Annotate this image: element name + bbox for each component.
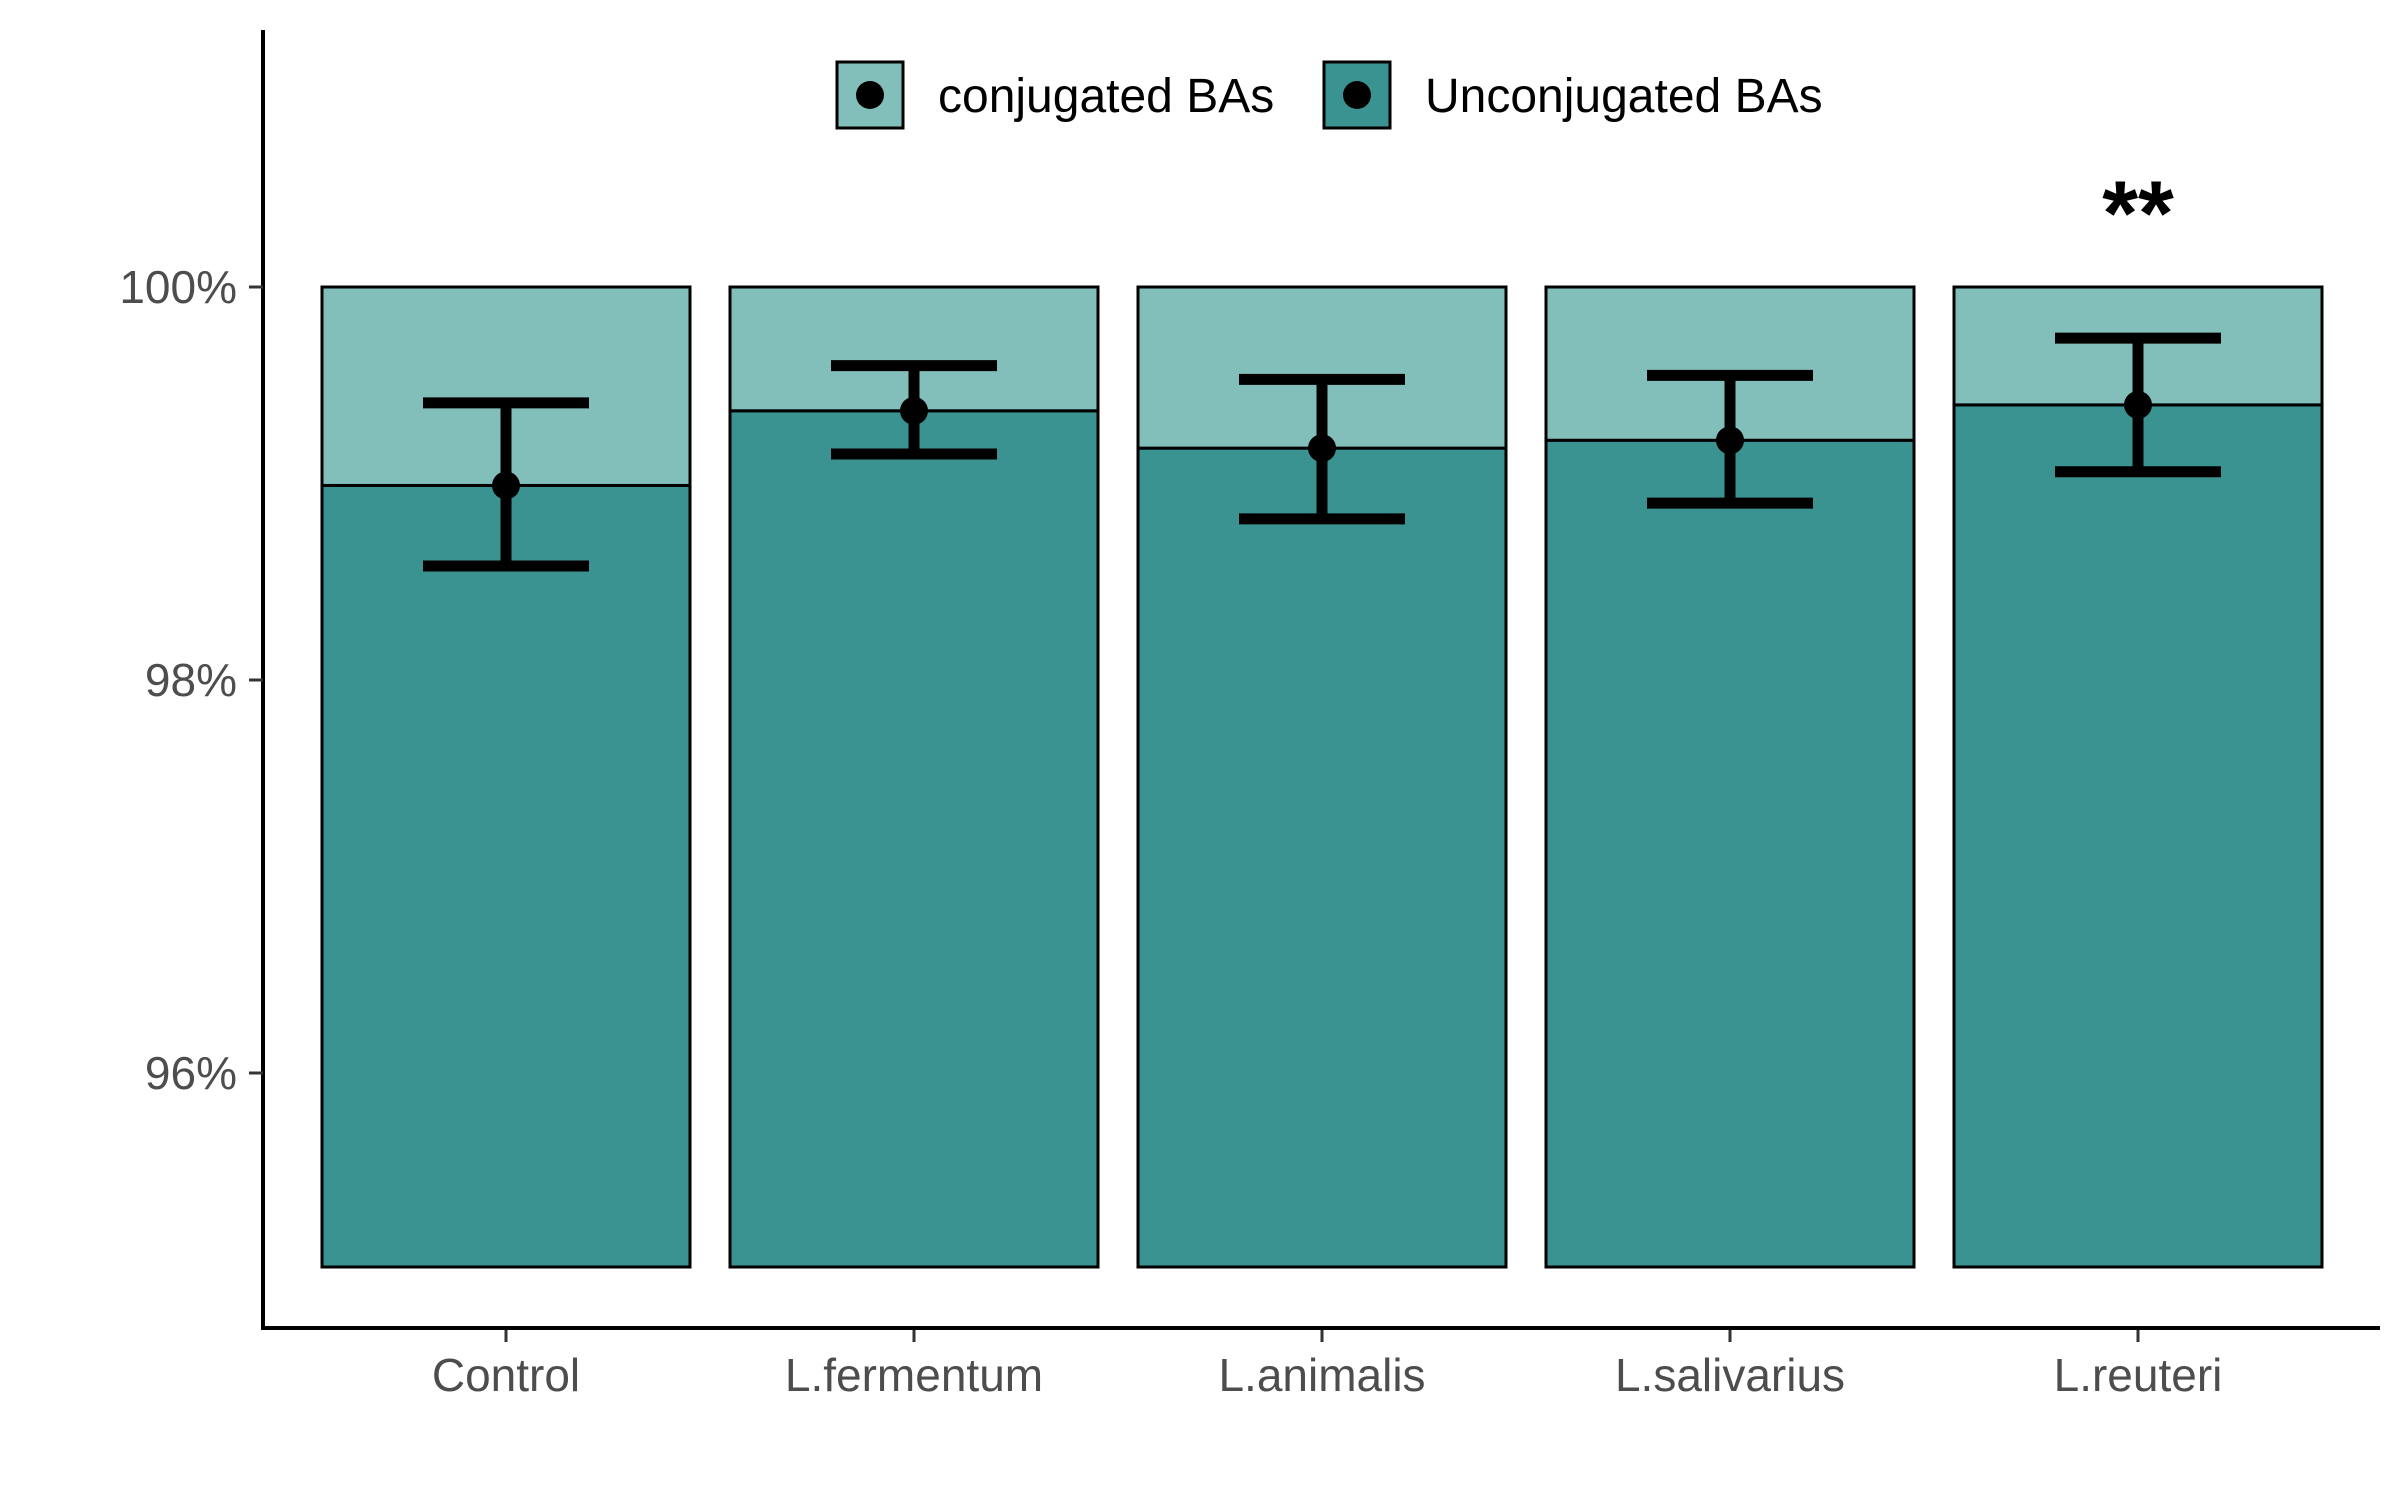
x-tick-label-0: Control: [432, 1349, 580, 1401]
errorbar-point-4: [2124, 390, 2152, 419]
bar-unconjugated-1: [728, 409, 1100, 1269]
annotations-layer: **: [2102, 163, 2174, 265]
significance-annotation-0: **: [2102, 163, 2174, 265]
error-bars-layer: [423, 332, 2221, 572]
bar-unconjugated-3: [1544, 438, 1916, 1269]
legend: conjugated BAs Unconjugated BAs: [835, 60, 1823, 130]
bars-layer: [320, 285, 2324, 1269]
y-tick-label-1: 98%: [145, 654, 237, 706]
y-tick-label-0: 96%: [145, 1047, 237, 1099]
legend-key-point-0: [1343, 81, 1371, 109]
y-tick-label-2: 100%: [119, 261, 237, 313]
x-tick-label-2: L.animalis: [1218, 1349, 1425, 1401]
errorbar-point-0: [492, 471, 520, 500]
errorbar-point-2: [1308, 434, 1336, 463]
errorbar-point-3: [1716, 426, 1744, 455]
legend-label-0: Unconjugated BAs: [1425, 70, 1823, 123]
x-tick-label-4: L.reuteri: [2054, 1349, 2223, 1401]
legend-key-point-1: [856, 81, 884, 109]
x-tick-label-1: L.fermentum: [785, 1349, 1043, 1401]
legend-label-1: conjugated BAs: [938, 70, 1274, 123]
bar-unconjugated-0: [320, 483, 692, 1269]
bar-unconjugated-2: [1136, 446, 1508, 1269]
errorbar-point-1: [900, 396, 928, 425]
bar-unconjugated-4: [1952, 403, 2324, 1269]
axes-layer: Control L.fermentum L.animalis L.salivarius…: [119, 30, 2380, 1401]
x-tick-label-3: L.salivarius: [1615, 1349, 1845, 1401]
